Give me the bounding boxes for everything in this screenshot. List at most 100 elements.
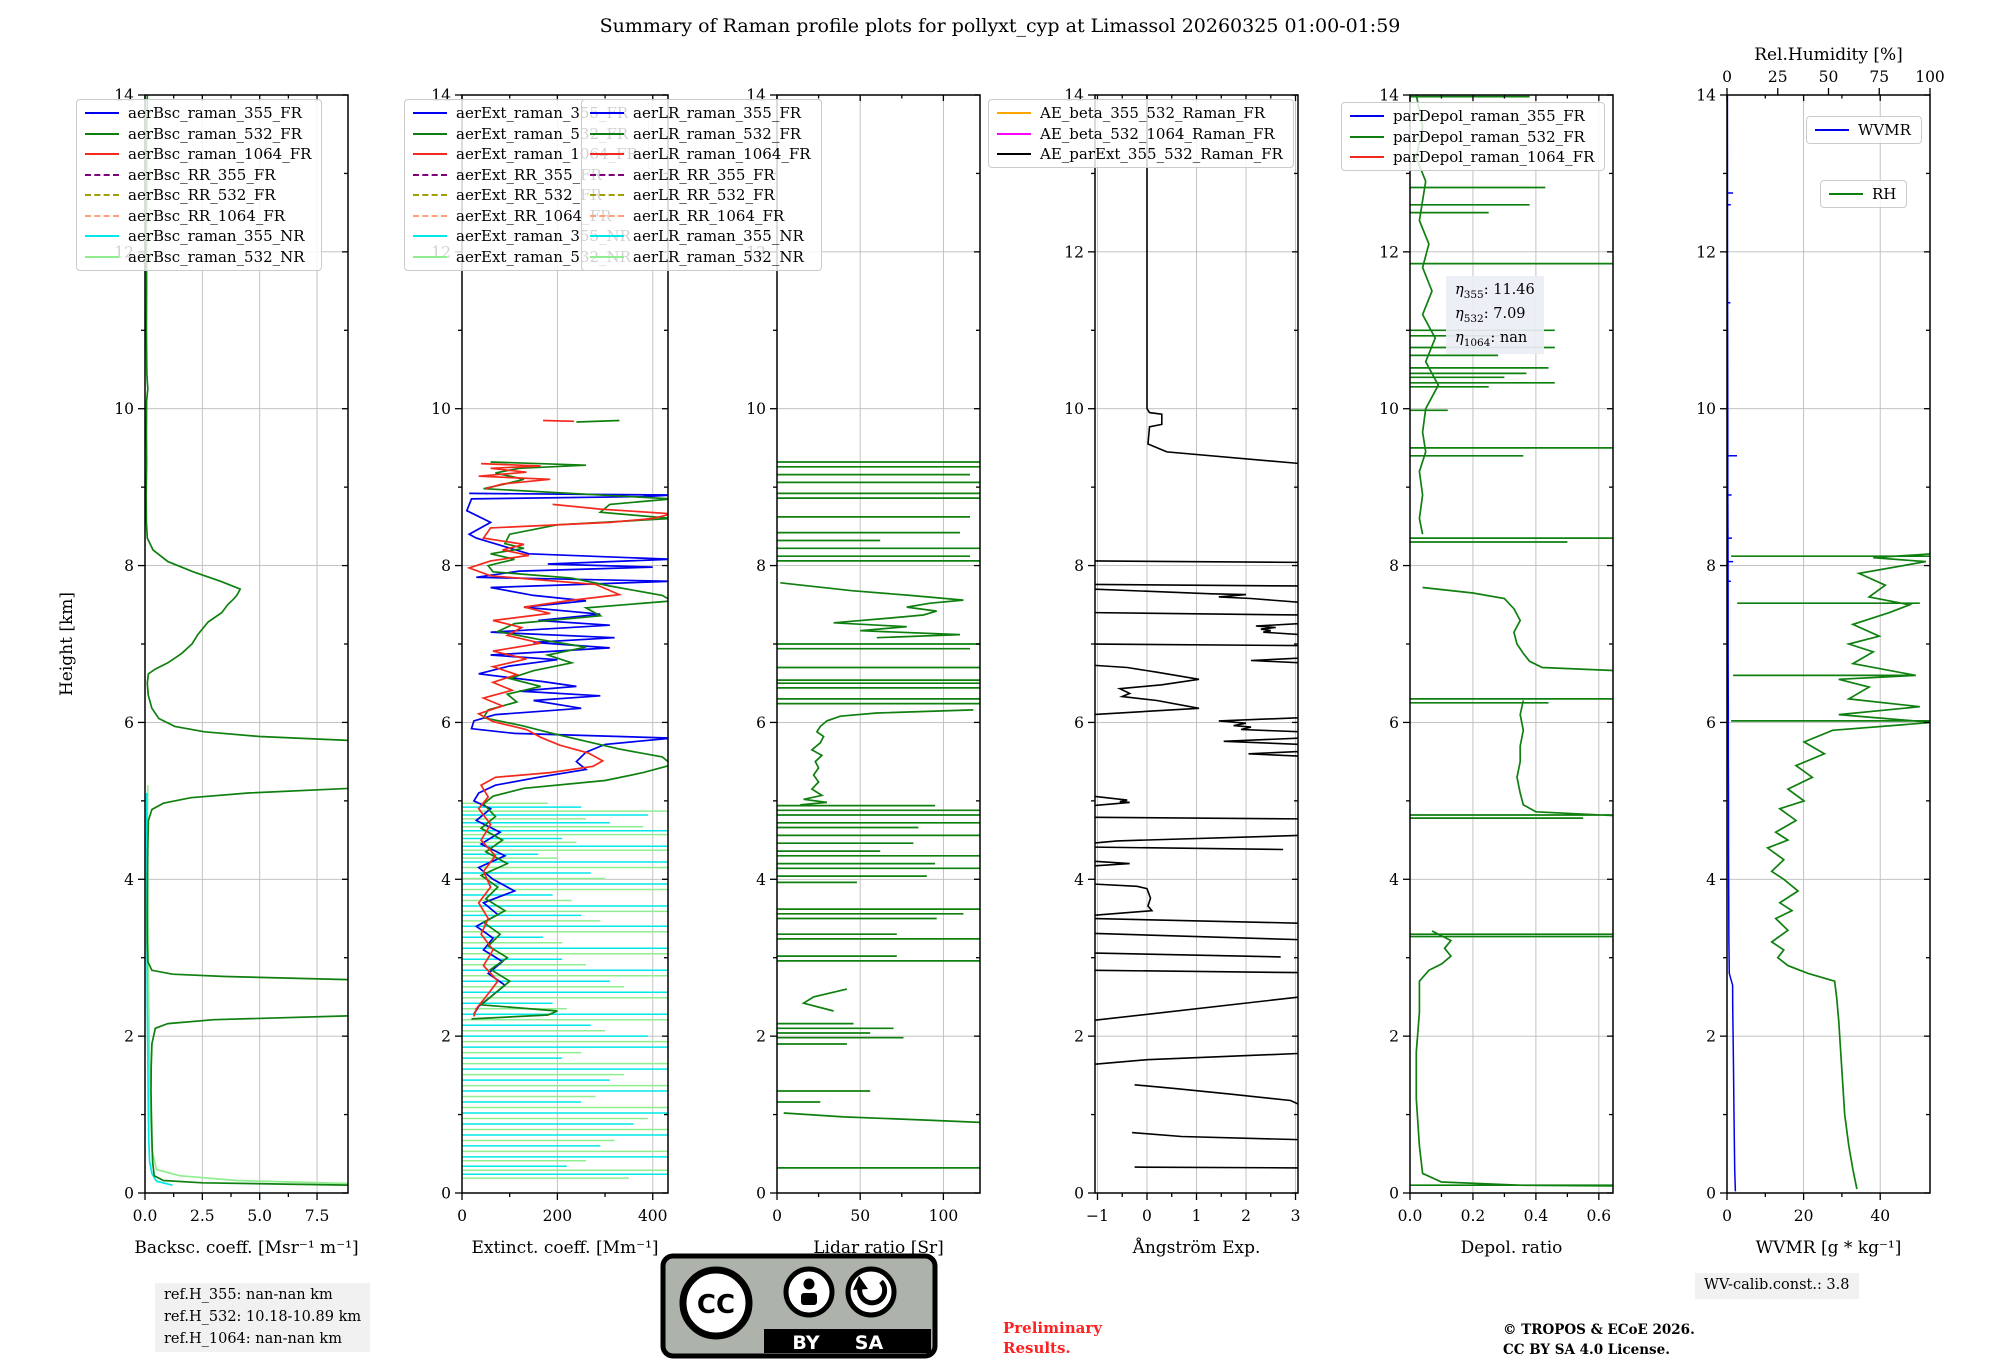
y-tick-label: 2: [1074, 1028, 1084, 1046]
legend: parDepol_raman_355_FR parDepol_raman_532_…: [1341, 102, 1606, 171]
legend-item: aerBsc_RR_1064_FR: [85, 207, 311, 225]
y-tick-label: 10: [114, 400, 134, 418]
sa-arrow-icon: [845, 1266, 897, 1318]
x-tick-label: 2.5: [190, 1207, 215, 1225]
y-tick-label: 8: [756, 557, 766, 575]
series-aerExt_raman_355_NR: [462, 806, 668, 1175]
y-tick-label: 10: [1696, 400, 1716, 418]
eta-annotation-line: η355: 11.46: [1455, 282, 1535, 301]
legend-line-sample: [85, 153, 119, 155]
eta-annotation-line: η532: 7.09: [1455, 306, 1526, 326]
cc-license-badge: CC BY SA: [660, 1253, 938, 1359]
y-tick-label: 12: [1379, 243, 1399, 261]
y-tick-label: 10: [1064, 400, 1084, 418]
legend-line-sample: [590, 153, 624, 155]
y-tick-label: 2: [124, 1028, 134, 1046]
legend-item: aerBsc_raman_532_FR: [85, 125, 311, 143]
legend-item: aerBsc_RR_532_FR: [85, 186, 311, 204]
series-aerExt_raman_532_FR: [471, 419, 668, 1020]
top-x-tick-label: 75: [1869, 68, 1889, 86]
legend-label: aerBsc_RR_355_FR: [128, 165, 276, 184]
legend-label: aerLR_RR_1064_FR: [633, 206, 785, 225]
cc-by-label: BY: [792, 1332, 819, 1354]
legend-label: RH: [1872, 185, 1897, 203]
legend-item: aerBsc_raman_532_NR: [85, 248, 311, 266]
y-tick-label: 0: [441, 1185, 451, 1203]
series-RH: [1731, 553, 1930, 1190]
series-aerBsc_raman_532_NR: [146, 785, 348, 1185]
legend: AE_beta_355_532_Raman_FR AE_beta_532_1064…: [988, 99, 1294, 168]
y-tick-label: 8: [1074, 557, 1084, 575]
series-aerLR_raman_532_FR: [777, 461, 980, 1169]
y-tick-label: 8: [441, 557, 451, 575]
panel-wvmr: 0 20 40 0 2 4 6 8 10 12 14 WVMR [g * kg⁻¹] 0 25 50 75 10…: [1696, 45, 1945, 1258]
y-tick-label: 6: [1389, 714, 1399, 732]
legend-item: aerLR_raman_355_FR: [590, 104, 811, 122]
copyright-note: © TROPOS & ECoE 2026. CC BY SA 4.0 Licen…: [1503, 1320, 1695, 1360]
legend-item: aerLR_raman_1064_FR: [590, 145, 811, 163]
reference-heights-note: ref.H_355: nan-nan km ref.H_532: 10.18-1…: [155, 1283, 371, 1353]
legend-line-sample: [1350, 156, 1384, 158]
legend-label: aerLR_raman_1064_FR: [633, 145, 811, 163]
legend-line-sample: [413, 235, 447, 237]
legend-label: aerLR_raman_355_FR: [633, 104, 802, 122]
legend-label: parDepol_raman_355_FR: [1393, 107, 1585, 125]
ref-height-355: ref.H_355: nan-nan km: [164, 1287, 333, 1303]
legend-line-sample: [590, 194, 624, 196]
y-tick-label: 6: [441, 714, 451, 732]
by-person-head: [803, 1278, 815, 1290]
cc-badge-strip: [764, 1329, 931, 1353]
x-tick-label: 2: [1241, 1207, 1251, 1225]
cc-circle-icon: [679, 1266, 753, 1340]
x-tick-label: 7.5: [305, 1207, 330, 1225]
y-tick-label: 4: [124, 871, 134, 889]
legend-label: aerBsc_raman_532_NR: [128, 247, 305, 266]
y-tick-label: 14: [1379, 87, 1399, 105]
x-tick-label: 0.0: [133, 1207, 158, 1225]
preliminary-line-2: Results.: [1003, 1339, 1071, 1358]
legend-label: aerLR_raman_532_FR: [633, 124, 802, 143]
legend-label: aerBsc_raman_355_FR: [128, 104, 302, 122]
x-tick-label: 50: [850, 1207, 870, 1225]
legend-label: aerBsc_RR_532_FR: [128, 186, 276, 204]
legend-item: aerLR_raman_532_NR: [590, 248, 811, 266]
preliminary-line-1: Preliminary: [1003, 1319, 1102, 1337]
plot-panels: 0.02.55.07.502468101214Backsc. coeff. [M…: [114, 45, 1945, 1258]
legend-line-sample: [997, 153, 1031, 155]
wv-calibration-note: WV-calib.const.: 3.8: [1695, 1273, 1859, 1299]
legend-line-sample: [85, 194, 119, 196]
figure-title: Summary of Raman profile plots for polly…: [599, 15, 1401, 37]
x-axis-label: Extinct. coeff. [Mm⁻¹]: [471, 1238, 658, 1258]
x-tick-label: 0: [1142, 1207, 1152, 1225]
y-tick-label: 10: [746, 400, 766, 418]
legend-line-sample: [413, 173, 447, 176]
legend-line-sample: [413, 153, 447, 155]
x-tick-label: 40: [1870, 1207, 1890, 1225]
x-tick-label: 0.4: [1524, 1207, 1549, 1225]
y-tick-label: 8: [1389, 557, 1399, 575]
by-person-body: [801, 1293, 817, 1305]
legend-item: aerLR_RR_532_FR: [590, 186, 811, 204]
legend-label: parDepol_raman_1064_FR: [1393, 148, 1595, 166]
y-tick-label: 0: [1389, 1185, 1399, 1203]
series-aerExt_raman_532_NR: [462, 802, 668, 1179]
legend-line-sample: [413, 132, 447, 135]
eta-annotation-line: η1064: nan: [1455, 330, 1528, 350]
y-tick-label: 4: [756, 871, 766, 889]
panel-depol: 0.0 0.2 0.4 0.6 0 2 4 6 8 10 12 14 Depol. ratio: [1379, 87, 1614, 1258]
legend-item: aerLR_raman_532_FR: [590, 125, 811, 143]
ref-height-1064: ref.H_1064: nan-nan km: [164, 1330, 342, 1347]
y-tick-label: 8: [1706, 557, 1716, 575]
legend-label: aerExt_RR_1064_FR: [456, 206, 612, 225]
y-tick-label: 6: [1706, 714, 1716, 732]
legend-line-sample: [1350, 115, 1384, 117]
y-tick-label: 2: [441, 1028, 451, 1046]
legend-label: aerBsc_RR_1064_FR: [128, 206, 286, 225]
legend: RH: [1820, 180, 1908, 208]
legend-label: aerLR_raman_355_NR: [633, 227, 804, 245]
legend-item: parDepol_raman_1064_FR: [1350, 148, 1594, 166]
legend-label: aerExt_RR_355_FR: [456, 165, 602, 184]
legend-item: WVMR: [1815, 121, 1911, 139]
y-tick-label: 2: [1389, 1028, 1399, 1046]
top-x-axis-label: Rel.Humidity [%]: [1754, 45, 1903, 65]
